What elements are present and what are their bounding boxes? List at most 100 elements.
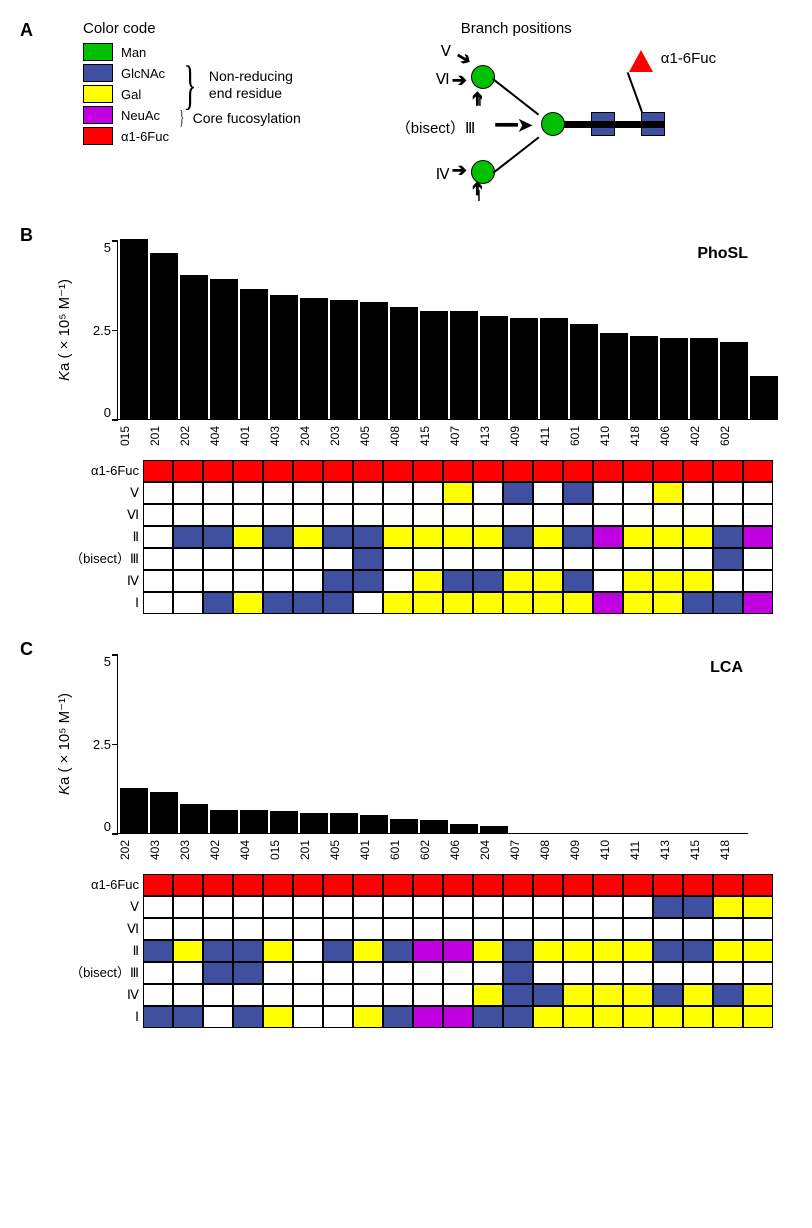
heatmap-cell	[653, 874, 683, 896]
legend-swatch	[83, 127, 113, 145]
heatmap-cell	[743, 984, 773, 1006]
heatmap-cell	[503, 896, 533, 918]
heatmap-row-label: （bisect）Ⅲ	[63, 962, 143, 984]
heatmap-cell	[533, 592, 563, 614]
panel-a-container: A Color code ManGlcNAcGalNeuAcα1-6Fuc } …	[20, 20, 792, 210]
heatmap-cell	[683, 962, 713, 984]
heatmap-cell	[173, 570, 203, 592]
heatmap-cell	[653, 918, 683, 940]
heatmap-cell	[533, 984, 563, 1006]
heatmap-cell	[353, 984, 383, 1006]
heatmap-cell	[473, 940, 503, 962]
heatmap-cell	[683, 592, 713, 614]
heatmap-cell	[533, 1006, 563, 1028]
x-tick-label: 404	[239, 834, 267, 866]
x-tick-label: 401	[239, 420, 267, 452]
heatmap-cell	[593, 482, 623, 504]
heatmap-row-label: Ⅱ	[63, 526, 143, 548]
heatmap-cell	[743, 526, 773, 548]
heatmap-cell	[413, 570, 443, 592]
legend-swatch	[83, 43, 113, 61]
x-tick-label: 015	[269, 834, 297, 866]
heatmap-cell	[743, 482, 773, 504]
x-tick-label: 413	[479, 420, 507, 452]
heatmap-cell	[233, 526, 263, 548]
heatmap-cell	[233, 592, 263, 614]
heatmap-cell	[263, 504, 293, 526]
heatmap-cell	[563, 460, 593, 482]
heatmap-cell	[593, 526, 623, 548]
heatmap-cell	[383, 526, 413, 548]
heatmap-cell	[743, 874, 773, 896]
heatmap-cell	[623, 940, 653, 962]
heatmap-cell	[473, 874, 503, 896]
heatmap-cell	[473, 1006, 503, 1028]
heatmap-cell	[563, 570, 593, 592]
heatmap-cell	[563, 1006, 593, 1028]
bar	[210, 810, 238, 833]
bar	[270, 295, 298, 419]
heatmap-cell	[353, 918, 383, 940]
heatmap-cell	[293, 940, 323, 962]
heatmap-cell	[533, 504, 563, 526]
heatmap-cell	[473, 482, 503, 504]
heatmap-cell	[563, 984, 593, 1006]
heatmap-cell	[233, 460, 263, 482]
heatmap-cell	[233, 940, 263, 962]
heatmap-row	[143, 984, 773, 1006]
bar	[240, 810, 268, 833]
legend-row: NeuAc	[83, 106, 169, 124]
heatmap-cell	[143, 874, 173, 896]
heatmap-cell	[443, 592, 473, 614]
brace-1-label: Non-reducingend residue	[209, 68, 293, 102]
heatmap-cell	[383, 896, 413, 918]
bar	[480, 826, 508, 833]
heatmap-cell	[653, 896, 683, 918]
heatmap-cell	[623, 962, 653, 984]
heatmap-cell	[653, 1006, 683, 1028]
heatmap-cell	[143, 592, 173, 614]
x-tick-label: 413	[659, 834, 687, 866]
heatmap-cell	[173, 548, 203, 570]
heatmap-cell	[353, 1006, 383, 1028]
heatmap-cell	[143, 962, 173, 984]
heatmap-cell	[653, 526, 683, 548]
bar	[210, 279, 238, 419]
heatmap-cell	[653, 460, 683, 482]
legend-label: NeuAc	[121, 108, 160, 123]
heatmap-cell	[173, 526, 203, 548]
man-circle-center	[541, 112, 565, 136]
bar	[300, 298, 328, 419]
heatmap-cell	[293, 526, 323, 548]
heatmap-cell	[263, 526, 293, 548]
x-tick-label: 401	[359, 834, 387, 866]
heatmap-cell	[533, 526, 563, 548]
heatmap-cell	[653, 548, 683, 570]
heatmap-cell	[593, 570, 623, 592]
heatmap-cell	[533, 570, 563, 592]
heatmap-cell	[503, 962, 533, 984]
heatmap-cell	[503, 526, 533, 548]
bar	[420, 311, 448, 419]
heatmap-cell	[323, 526, 353, 548]
heatmap-cell	[143, 1006, 173, 1028]
heatmap-cell	[203, 460, 233, 482]
heatmap-cell	[713, 570, 743, 592]
bar	[120, 239, 148, 419]
heatmap-cell	[443, 526, 473, 548]
legend-row: GlcNAc	[83, 64, 169, 82]
heatmap-row	[143, 482, 773, 504]
legend-swatch	[83, 106, 113, 124]
heatmap-cell	[203, 940, 233, 962]
heatmap-cell	[473, 526, 503, 548]
heatmap-cell	[743, 1006, 773, 1028]
x-tick-label: 402	[209, 834, 237, 866]
heatmap-row	[143, 504, 773, 526]
bars-region-b	[117, 240, 778, 420]
heatmap-cell	[383, 984, 413, 1006]
heatmap-cell	[653, 482, 683, 504]
heatmap-cell	[263, 592, 293, 614]
fuc-triangle	[629, 50, 653, 72]
heatmap-cell	[293, 984, 323, 1006]
heatmap-cell	[653, 962, 683, 984]
